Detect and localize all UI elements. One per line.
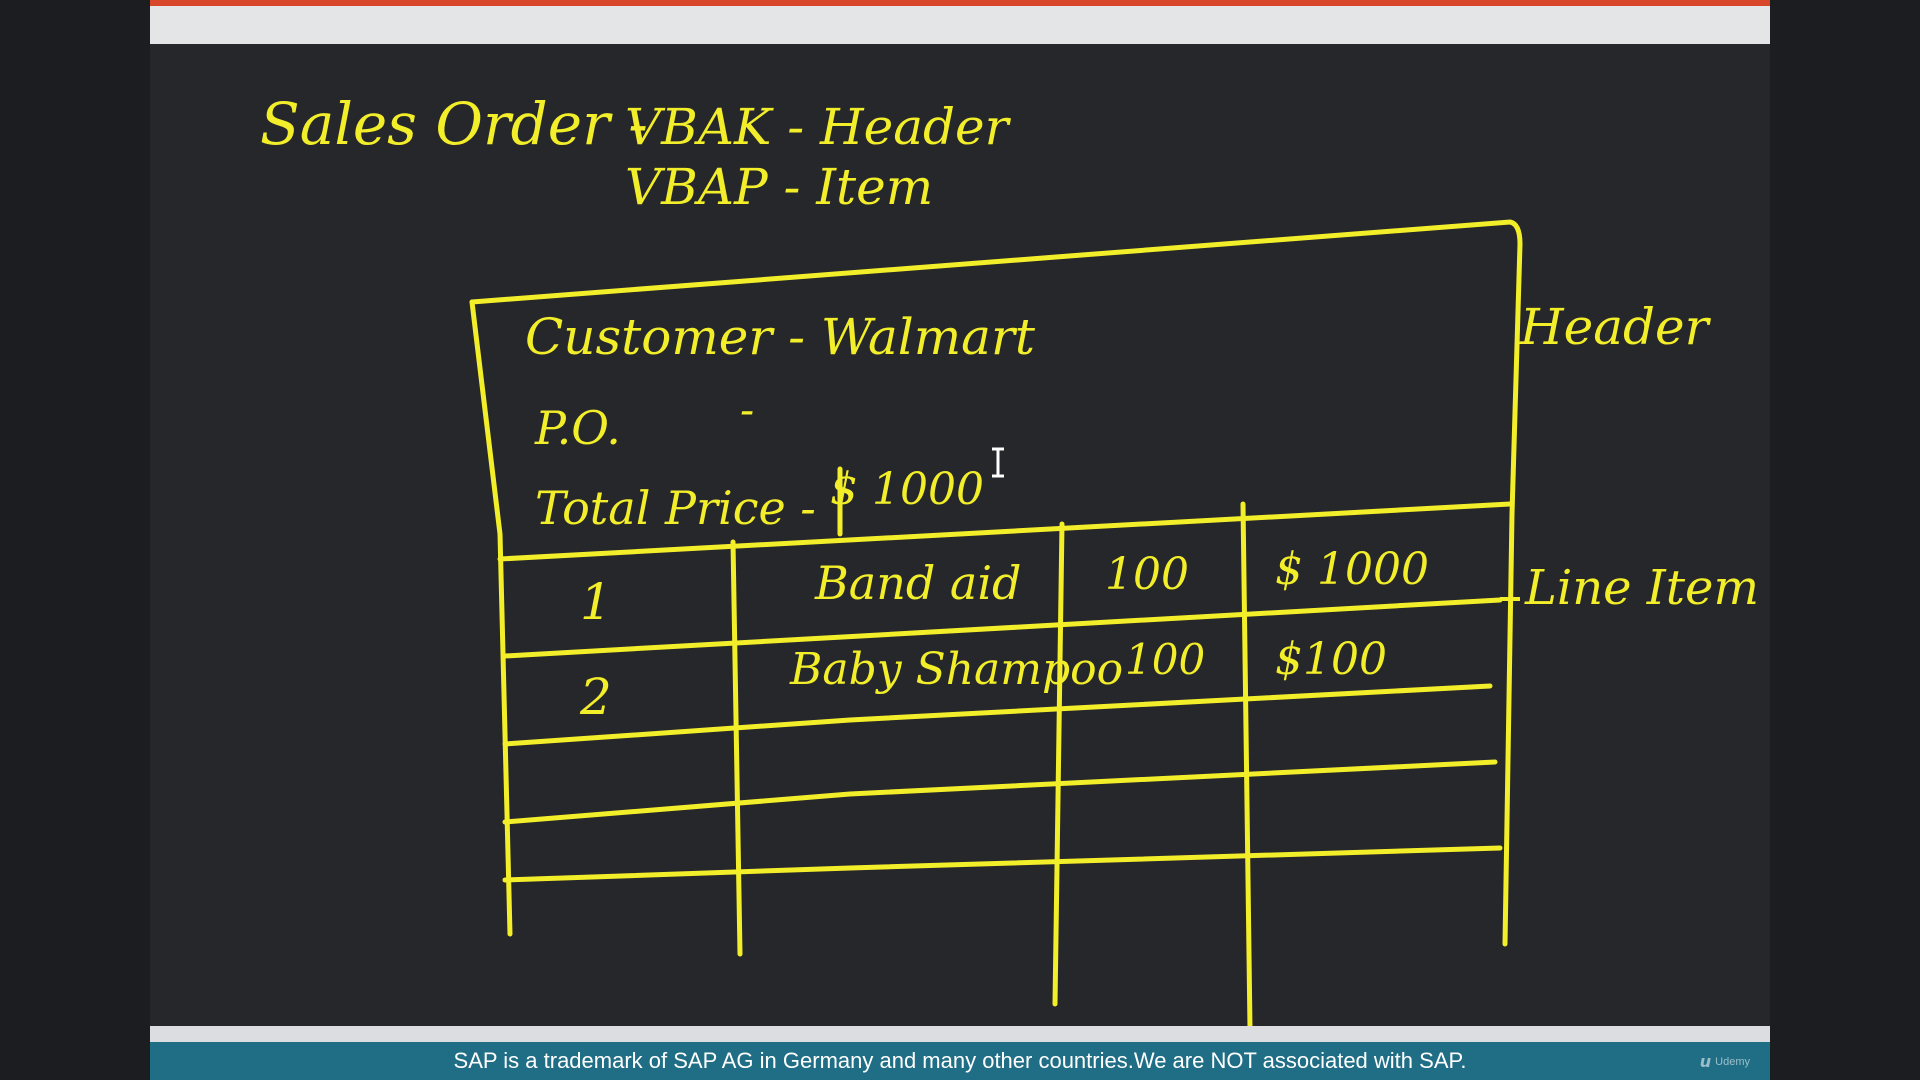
row-line-2 xyxy=(502,683,1493,747)
item-1-qty: 100 xyxy=(1105,549,1189,600)
item-2-name: Baby Shampoo xyxy=(789,644,1123,695)
side-label-line-item: Line Item xyxy=(1524,560,1759,616)
item-2-qty: 100 xyxy=(1125,635,1205,684)
column-line-1 xyxy=(730,539,743,957)
item-1-price: $ 1000 xyxy=(1275,544,1429,595)
order-box-right-edge xyxy=(1502,511,1515,947)
total-price-value: $ 1000 xyxy=(830,464,984,515)
title-vbak-header: VBAK - Header xyxy=(625,98,1012,156)
bottom-strip xyxy=(150,1026,1770,1042)
udemy-logo-icon: u xyxy=(1699,1052,1712,1071)
item-1-name: Band aid xyxy=(814,556,1022,610)
udemy-logo: u Udemy xyxy=(1700,1052,1750,1071)
po-label: P.O. xyxy=(534,401,621,455)
item-2-price: $100 xyxy=(1275,634,1387,685)
trademark-notice: SAP is a trademark of SAP AG in Germany … xyxy=(453,1048,1467,1073)
footer-banner: SAP is a trademark of SAP AG in Germany … xyxy=(150,1042,1770,1080)
video-frame: Sales Order - VBAK - Header VBAP - Item xyxy=(150,0,1770,1080)
po-value: - xyxy=(740,385,754,434)
side-label-header: Header xyxy=(1519,298,1712,356)
order-box-top-edge xyxy=(469,219,1523,517)
top-toolbar xyxy=(150,6,1770,44)
order-box-left-edge xyxy=(469,299,513,937)
text-cursor-icon xyxy=(992,447,1004,478)
total-price-label: Total Price - xyxy=(535,481,816,535)
udemy-logo-text: Udemy xyxy=(1715,1055,1750,1068)
whiteboard-canvas[interactable]: Sales Order - VBAK - Header VBAP - Item xyxy=(150,44,1770,1026)
header-item-divider xyxy=(497,501,1513,562)
item-2-no: 2 xyxy=(579,668,612,726)
item-1-no: 1 xyxy=(580,573,612,631)
row-line-4 xyxy=(502,845,1503,883)
row-line-1 xyxy=(502,597,1503,659)
whiteboard-drawing: Sales Order - VBAK - Header VBAP - Item xyxy=(260,90,1759,1026)
order-box-outline xyxy=(469,219,1523,1026)
column-line-3 xyxy=(1240,501,1253,1026)
title-sales-order: Sales Order - xyxy=(260,90,648,158)
column-line-2 xyxy=(1052,521,1065,1007)
title-vbap-item: VBAP - Item xyxy=(625,158,933,216)
top-accent-bar xyxy=(150,0,1770,6)
customer-text: Customer - Walmart xyxy=(525,308,1036,366)
row-line-3 xyxy=(502,759,1498,825)
